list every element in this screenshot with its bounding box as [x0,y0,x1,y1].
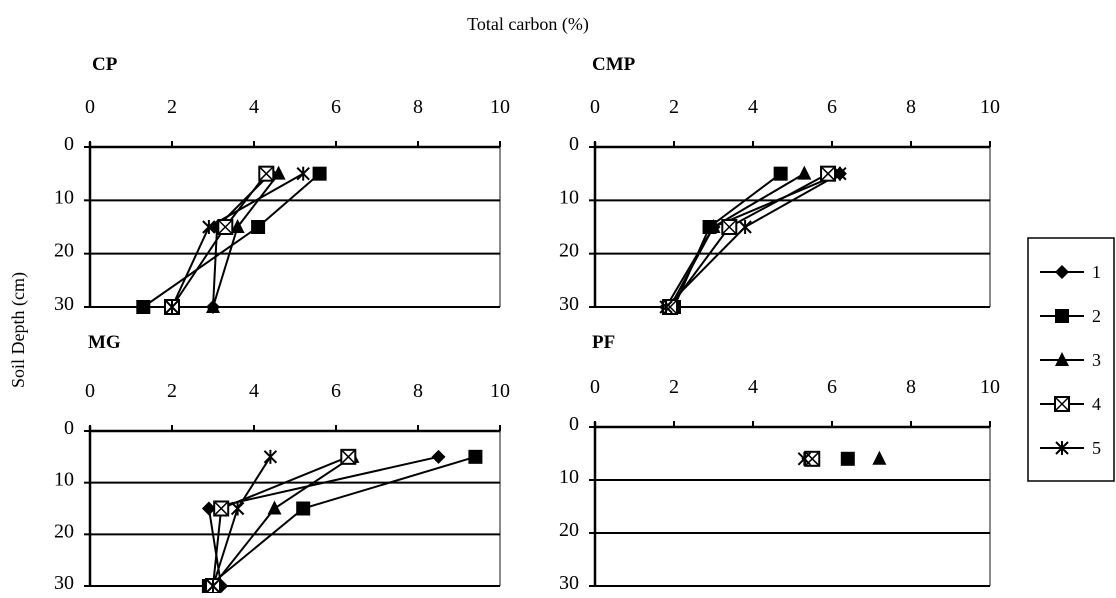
y-tick-label: 10 [559,466,579,488]
x-tick-label: 8 [906,96,916,118]
panel-mg: MG 0 10 20 30 0 2 4 6 8 10 [54,332,510,594]
x-tick-label: 4 [748,96,758,118]
panel-label: CMP [592,54,636,75]
x-tick-label: 4 [748,376,758,398]
x-tick-label: 8 [413,96,423,118]
legend-item: 4 [1040,394,1101,414]
legend-label: 5 [1092,438,1101,458]
y-tick-label: 20 [559,240,579,262]
y-tick-label: 30 [54,293,74,315]
panel-label: CP [92,54,118,75]
panel-label: PF [592,332,615,353]
x-tick-label: 2 [669,376,679,398]
series-line-1 [212,172,272,308]
data-point-boxed-x-stroke [821,167,835,181]
y-tick-label: 10 [559,186,579,208]
y-tick-label: 20 [54,520,74,542]
series-line-3 [669,172,805,308]
legend-item: 1 [1040,262,1101,282]
x-tick-label: 0 [85,380,95,402]
legend-item: 3 [1040,350,1101,370]
data-point-square [468,449,483,464]
x-tick-label: 0 [590,376,600,398]
y-tick-label: 0 [64,417,74,439]
x-tick-label: 10 [980,376,1000,398]
data-point-diamond [1055,265,1069,279]
legend-label: 3 [1092,350,1101,370]
y-tick-label: 10 [54,186,74,208]
y-tick-label: 0 [64,133,74,155]
x-tick-label: 0 [85,96,95,118]
x-tick-label: 10 [490,96,510,118]
x-tick-label: 4 [249,96,259,118]
data-point-square [840,451,855,466]
data-point-square [251,220,266,234]
data-point-square [296,501,311,516]
x-tick-label: 2 [167,380,177,402]
x-tick-label: 6 [827,376,837,398]
data-point-triangle [1055,352,1069,366]
x-tick-label: 6 [827,96,837,118]
x-tick-label: 6 [331,380,341,402]
legend-label: 2 [1092,306,1101,326]
panel-cmp: CMP 0 10 20 30 0 2 4 6 8 10 [559,54,1000,315]
data-point-triangle [797,165,812,180]
data-point-square [136,300,151,314]
data-point-triangle [230,219,245,233]
data-point-square [773,166,788,181]
series-line-5 [212,456,272,587]
data-point-boxed-x-stroke [214,501,228,516]
series-line-2 [208,455,476,587]
data-point-triangle [267,500,282,515]
y-tick-label: 0 [569,133,579,155]
x-tick-label: 10 [980,96,1000,118]
y-axis-title: Soil Depth (cm) [8,272,29,388]
x-tick-label: 4 [249,380,259,402]
chart-title: Total carbon (%) [467,14,589,35]
y-tick-label: 30 [559,572,579,593]
series-line-2 [673,172,782,308]
data-point-boxed-x-stroke [722,220,736,234]
panel-cp: CP 0 10 20 30 0 2 4 6 8 10 [54,54,510,315]
panel-label: MG [88,332,121,353]
data-point-boxed-x-stroke [1055,397,1069,411]
legend-item: 5 [1040,438,1101,458]
data-point-square [1055,309,1069,323]
x-tick-label: 6 [331,96,341,118]
y-tick-label: 30 [559,293,579,315]
x-tick-label: 2 [167,96,177,118]
x-tick-label: 10 [490,380,510,402]
panel-pf: PF 0 10 20 30 0 2 4 6 8 10 [559,332,1000,594]
data-point-triangle [872,450,887,465]
data-point-boxed-x-stroke [218,220,232,234]
data-point-diamond [201,501,216,516]
legend-label: 4 [1092,394,1101,414]
x-tick-label: 2 [669,96,679,118]
y-tick-label: 0 [569,413,579,435]
legend-label: 1 [1092,262,1101,282]
x-tick-label: 8 [906,376,916,398]
data-point-triangle [706,219,721,233]
data-point-boxed-x-stroke [341,450,355,464]
y-tick-label: 10 [54,469,74,491]
data-point-triangle [271,165,286,180]
data-point-diamond [431,449,446,464]
y-tick-label: 20 [559,519,579,541]
y-tick-label: 30 [54,572,74,593]
legend-item: 2 [1040,306,1101,326]
x-tick-label: 8 [413,380,423,402]
data-point-triangle [206,299,220,313]
series-line-2 [142,172,321,308]
y-tick-label: 20 [54,240,74,262]
data-point-boxed-x-stroke [259,167,273,181]
x-tick-label: 0 [590,96,600,118]
data-point-square [312,166,327,181]
legend: 1 2 3 4 5 [1027,237,1115,482]
